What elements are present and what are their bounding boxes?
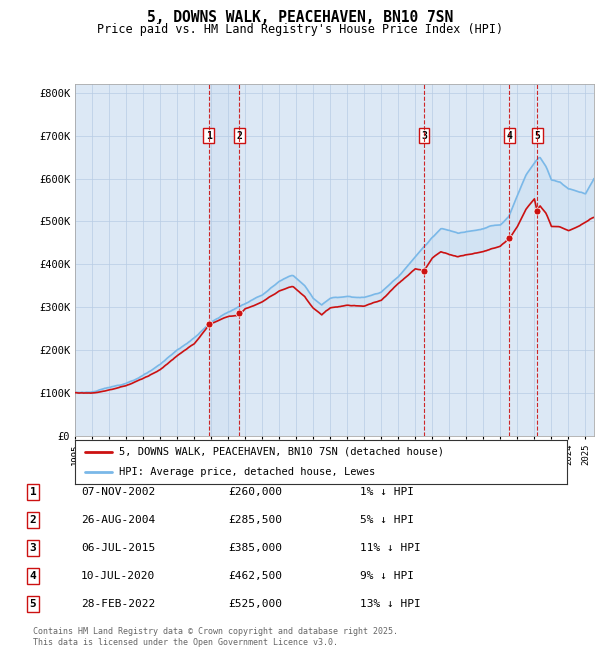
Text: 5: 5 — [534, 131, 540, 141]
Text: 9% ↓ HPI: 9% ↓ HPI — [360, 571, 414, 581]
Text: 5, DOWNS WALK, PEACEHAVEN, BN10 7SN: 5, DOWNS WALK, PEACEHAVEN, BN10 7SN — [147, 10, 453, 25]
Text: £385,000: £385,000 — [228, 543, 282, 553]
Text: £462,500: £462,500 — [228, 571, 282, 581]
Text: 3: 3 — [421, 131, 427, 141]
Text: 3: 3 — [29, 543, 37, 553]
Text: Contains HM Land Registry data © Crown copyright and database right 2025.
This d: Contains HM Land Registry data © Crown c… — [33, 627, 398, 647]
Text: 1% ↓ HPI: 1% ↓ HPI — [360, 487, 414, 497]
Text: 5, DOWNS WALK, PEACEHAVEN, BN10 7SN (detached house): 5, DOWNS WALK, PEACEHAVEN, BN10 7SN (det… — [119, 447, 444, 457]
Text: 11% ↓ HPI: 11% ↓ HPI — [360, 543, 421, 553]
Text: 28-FEB-2022: 28-FEB-2022 — [81, 599, 155, 609]
Text: 1: 1 — [29, 487, 37, 497]
Text: 10-JUL-2020: 10-JUL-2020 — [81, 571, 155, 581]
Bar — [209, 84, 239, 436]
Text: 5% ↓ HPI: 5% ↓ HPI — [360, 515, 414, 525]
Text: 26-AUG-2004: 26-AUG-2004 — [81, 515, 155, 525]
Text: Price paid vs. HM Land Registry's House Price Index (HPI): Price paid vs. HM Land Registry's House … — [97, 23, 503, 36]
Text: £260,000: £260,000 — [228, 487, 282, 497]
Text: 13% ↓ HPI: 13% ↓ HPI — [360, 599, 421, 609]
Text: HPI: Average price, detached house, Lewes: HPI: Average price, detached house, Lewe… — [119, 467, 376, 477]
Text: 2: 2 — [29, 515, 37, 525]
Text: £285,500: £285,500 — [228, 515, 282, 525]
Text: 4: 4 — [29, 571, 37, 581]
Text: 4: 4 — [506, 131, 512, 141]
Text: £525,000: £525,000 — [228, 599, 282, 609]
Text: 06-JUL-2015: 06-JUL-2015 — [81, 543, 155, 553]
Text: 07-NOV-2002: 07-NOV-2002 — [81, 487, 155, 497]
Text: 1: 1 — [206, 131, 212, 141]
Text: 2: 2 — [236, 131, 242, 141]
Text: 5: 5 — [29, 599, 37, 609]
